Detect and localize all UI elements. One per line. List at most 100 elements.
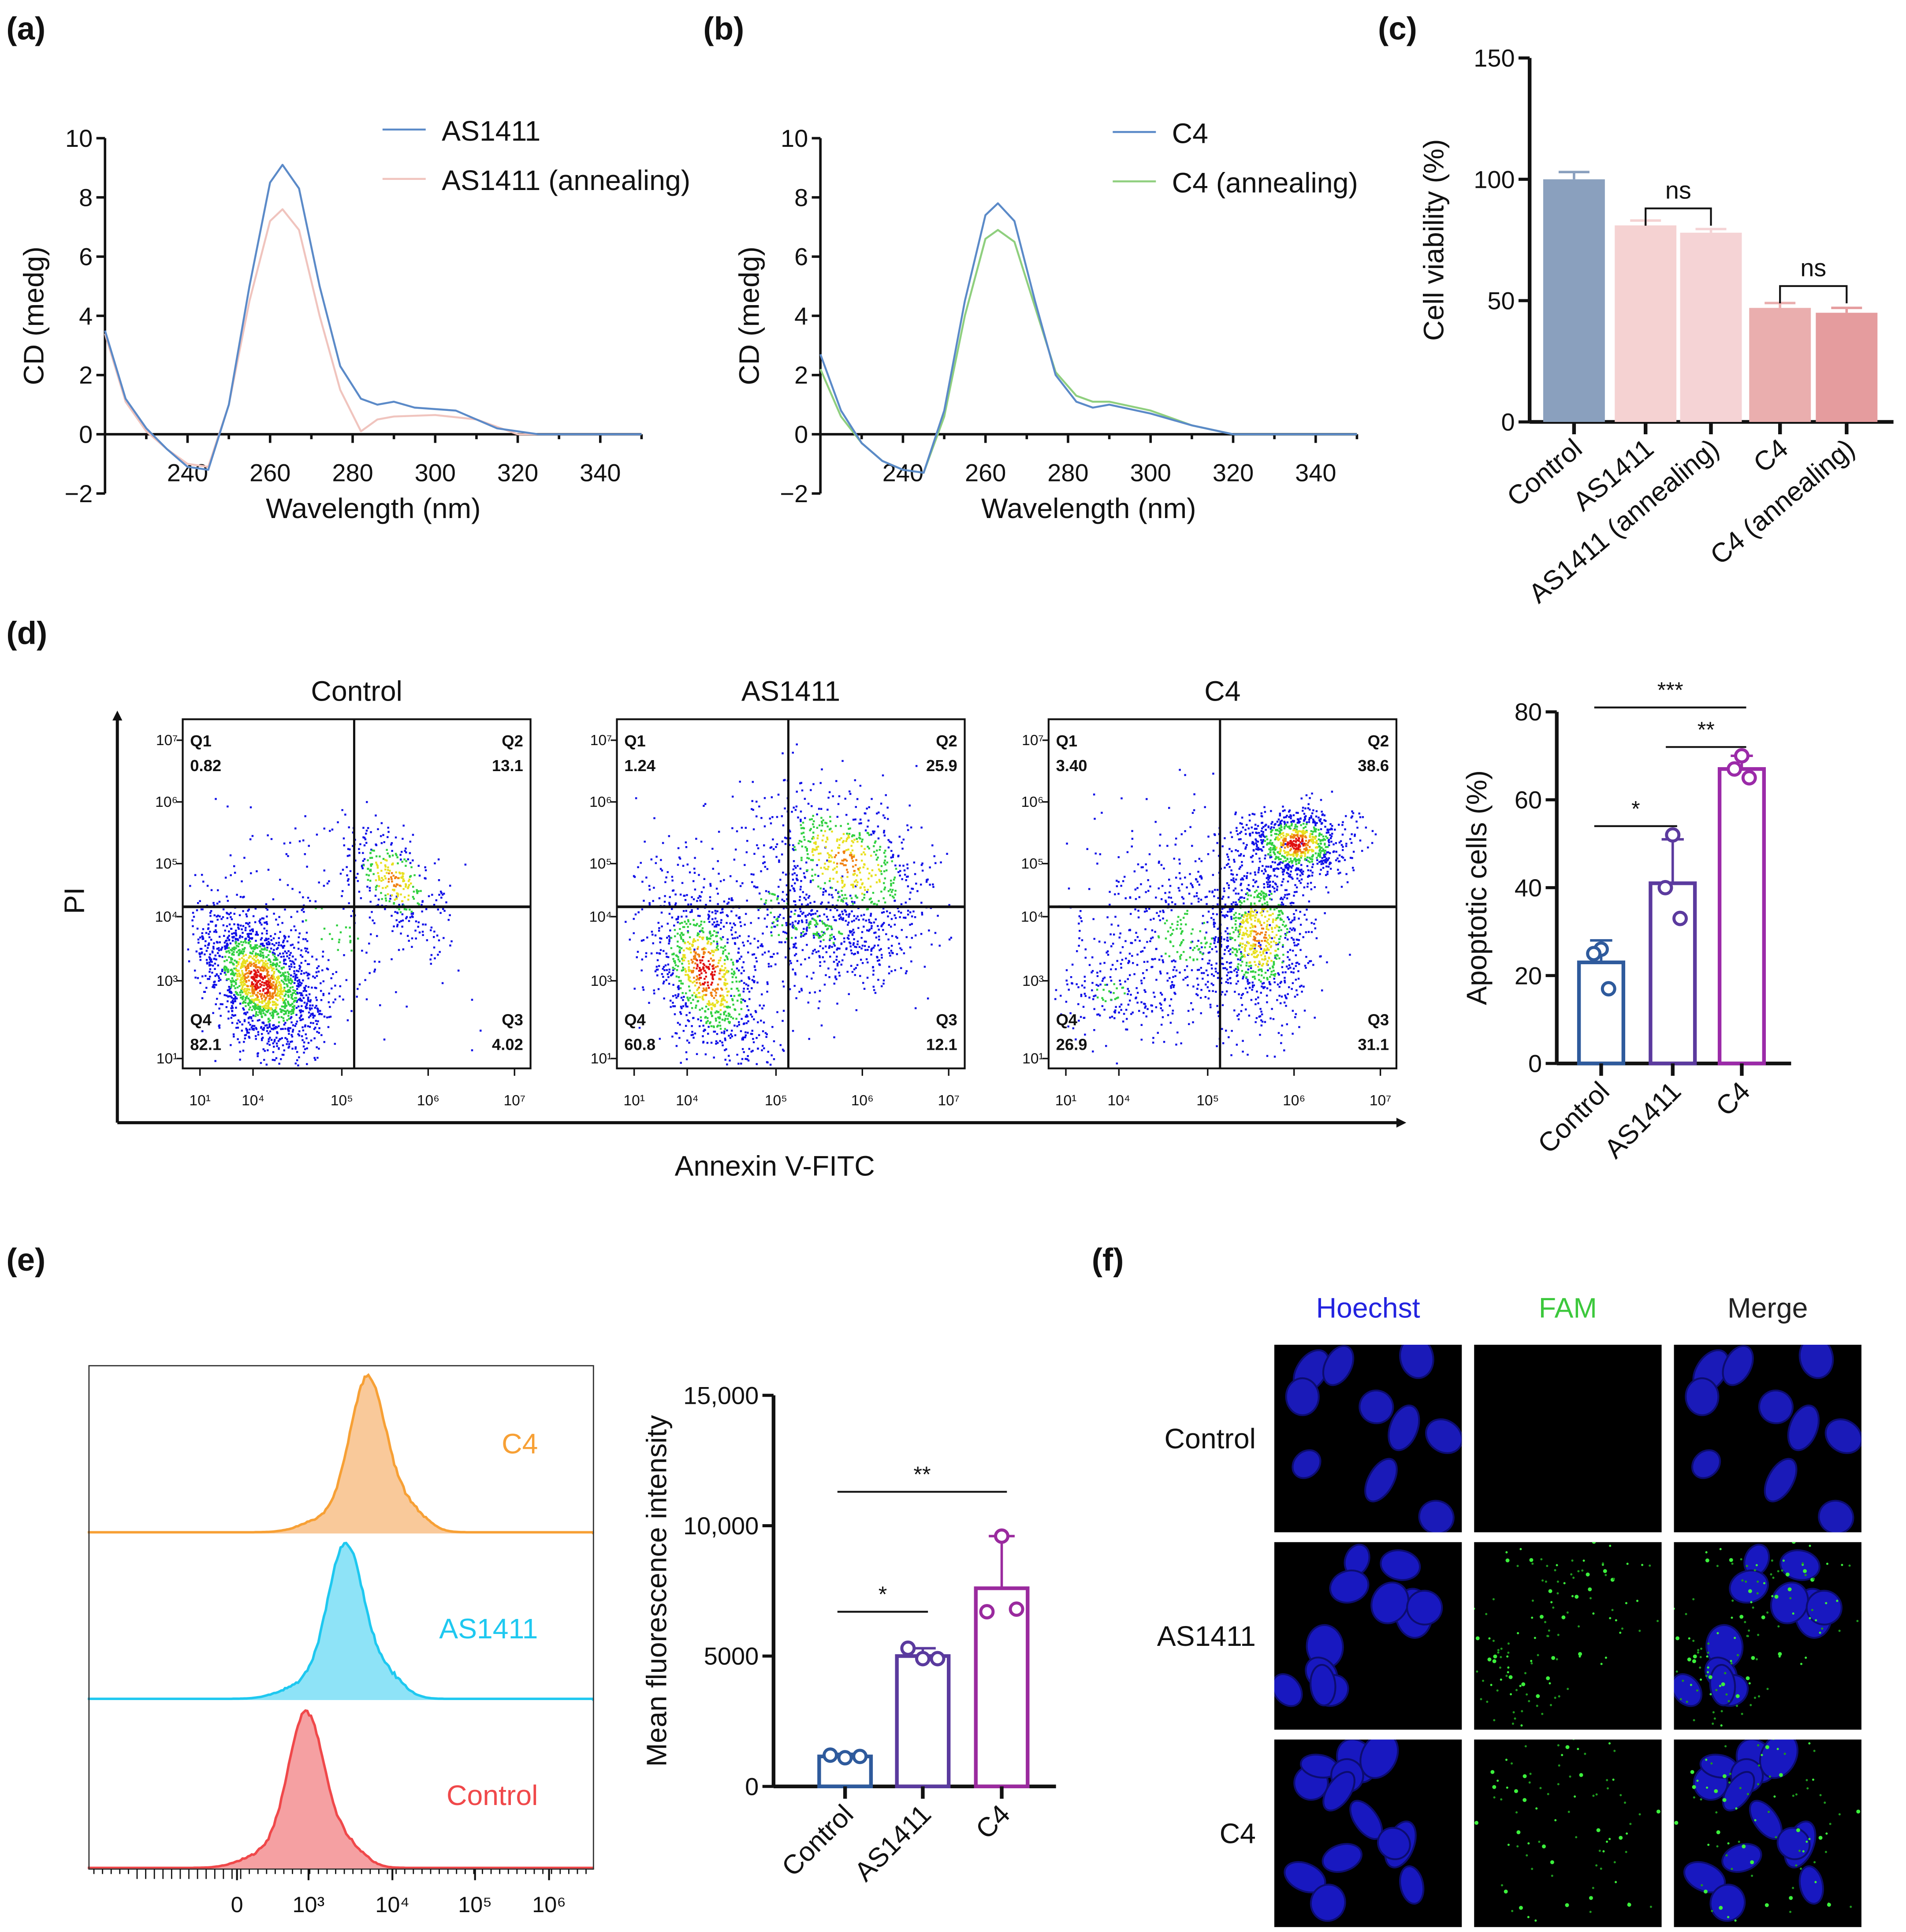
x-tick-label: 10⁴ — [1107, 1093, 1130, 1109]
fam-signal-dot — [1505, 1675, 1508, 1677]
fam-signal-dot — [1500, 1656, 1502, 1658]
fam-signal-dot — [1805, 1840, 1808, 1843]
fam-signal-dot — [1493, 1654, 1497, 1659]
fam-signal-dot — [1527, 1916, 1530, 1918]
fam-signal-dot — [1529, 1558, 1534, 1562]
fam-signal-dot — [1626, 1563, 1629, 1565]
x-tick-label: 340 — [1295, 459, 1336, 486]
histogram-line — [88, 1709, 595, 1870]
fam-signal-dot — [1577, 1748, 1579, 1750]
fam-signal-dot — [1716, 1565, 1719, 1567]
y-tick-label: 10⁵ — [1021, 856, 1043, 872]
y-tick-label: 10¹ — [591, 1051, 612, 1067]
fam-signal-dot — [1528, 1781, 1531, 1784]
fam-signal-dot — [1750, 1704, 1752, 1706]
density-dots — [249, 969, 272, 995]
fam-signal-dot — [1606, 1779, 1608, 1782]
fam-signal-dot — [1549, 1682, 1551, 1685]
data-point — [900, 1640, 916, 1656]
y-tick-label: 0 — [1501, 408, 1515, 436]
fam-signal-dot — [1813, 1578, 1815, 1580]
bar-group: C4 — [1748, 302, 1811, 478]
fam-signal-dot — [1523, 1798, 1527, 1802]
nucleus — [1329, 1569, 1370, 1604]
fam-signal-dot — [1575, 1595, 1579, 1599]
fam-signal-dot — [1761, 1754, 1763, 1757]
micrograph-fam-as1411 — [1470, 1536, 1662, 1730]
fam-signal-dot — [1474, 1608, 1475, 1610]
fam-signal-dot — [1768, 1775, 1771, 1778]
fam-signal-dot — [1541, 1712, 1544, 1715]
quadrant-percent: 25.9 — [926, 757, 957, 775]
fam-signal-dot — [1589, 1910, 1592, 1913]
fam-signal-dot — [1693, 1719, 1695, 1722]
fam-signal-dot — [1519, 1906, 1523, 1910]
bar — [895, 1654, 951, 1789]
fam-signal-dot — [1505, 1558, 1510, 1563]
micrograph-hoechst-c4 — [1274, 1739, 1462, 1927]
fam-signal-dot — [1850, 1906, 1852, 1908]
y-tick-label: 10 — [781, 124, 808, 152]
fam-signal-dot — [1609, 1544, 1612, 1547]
fam-signal-dot — [1688, 1637, 1690, 1640]
y-axis-label: CD (medg) — [733, 246, 765, 385]
fam-signal-dot — [1506, 1655, 1509, 1658]
fam-signal-dot — [1521, 1682, 1526, 1686]
fam-signal-dot — [1602, 1850, 1605, 1853]
fam-signal-dot — [1686, 1701, 1688, 1703]
fam-signal-dot — [1781, 1569, 1783, 1572]
data-point — [823, 1747, 838, 1763]
fam-signal-dot — [1615, 1881, 1617, 1884]
fam-signal-dot — [1692, 1640, 1695, 1642]
y-tick-label: 10¹ — [156, 1051, 178, 1067]
fam-signal-dot — [1567, 1811, 1570, 1813]
fam-signal-dot — [1785, 1572, 1790, 1577]
bar-group: Control — [1501, 171, 1605, 512]
y-tick-label: 10⁴ — [1021, 909, 1044, 925]
fam-signal-dot — [1730, 1660, 1732, 1662]
fam-signal-dot — [1507, 1651, 1510, 1654]
fam-signal-dot — [1735, 1704, 1738, 1707]
x-tick-label: 10³ — [293, 1892, 325, 1917]
y-tick-label: 4 — [79, 302, 93, 330]
panel-label-b: (b) — [703, 11, 744, 47]
fam-signal-dot — [1556, 1658, 1558, 1660]
flow-cytometry-panel: Annexin V-FITC PI Control Q1 0.82 Q2 13.1 Q3 4.0… — [59, 675, 1407, 1182]
fam-signal-dot — [1578, 1655, 1581, 1658]
y-tick-label: 10⁷ — [1022, 732, 1043, 749]
fam-signal-dot — [1756, 1592, 1759, 1595]
fam-signal-dot — [1819, 1631, 1821, 1634]
quadrant-percent: 26.9 — [1056, 1035, 1087, 1053]
nucleus — [1764, 1458, 1798, 1503]
fam-signal-dot — [1550, 1860, 1554, 1865]
fam-signal-dot — [1470, 1660, 1472, 1662]
significance-label: * — [1631, 796, 1640, 821]
nucleus — [1370, 1581, 1410, 1625]
fam-signal-dot — [1671, 1727, 1674, 1729]
fam-signal-dot — [1629, 1823, 1632, 1825]
nucleus — [1322, 1843, 1362, 1873]
fam-signal-dot — [1549, 1704, 1552, 1706]
fam-signal-dot — [1582, 1559, 1585, 1562]
fam-signal-dot — [1514, 1789, 1518, 1793]
fam-signal-dot — [1706, 1787, 1709, 1789]
fam-signal-dot — [1693, 1654, 1697, 1659]
fam-signal-dot — [1537, 1536, 1541, 1540]
fam-signal-dot — [1557, 1783, 1560, 1786]
fam-signal-dot — [1556, 1580, 1559, 1583]
fam-signal-dot — [1729, 1558, 1733, 1562]
fam-signal-dot — [1551, 1875, 1553, 1877]
y-tick-label: 10,000 — [683, 1512, 759, 1540]
data-point — [979, 1604, 995, 1620]
density-dots — [696, 956, 716, 989]
histogram-label: Control — [447, 1779, 538, 1811]
fam-signal-dot — [1574, 1795, 1576, 1798]
quadrant-percent: 60.8 — [624, 1035, 655, 1053]
fam-signal-dot — [1619, 1631, 1622, 1634]
fam-signal-dot — [1557, 1744, 1560, 1747]
bar-chart-4: 0 20 40 60 80 Apoptotic cells (%) ControlAS141… — [1461, 677, 1791, 1164]
y-tick-label: 40 — [1515, 874, 1542, 902]
fam-signal-dot — [1722, 1774, 1727, 1779]
fam-signal-dot — [1727, 1700, 1730, 1702]
fam-signal-dot — [1692, 1598, 1695, 1600]
